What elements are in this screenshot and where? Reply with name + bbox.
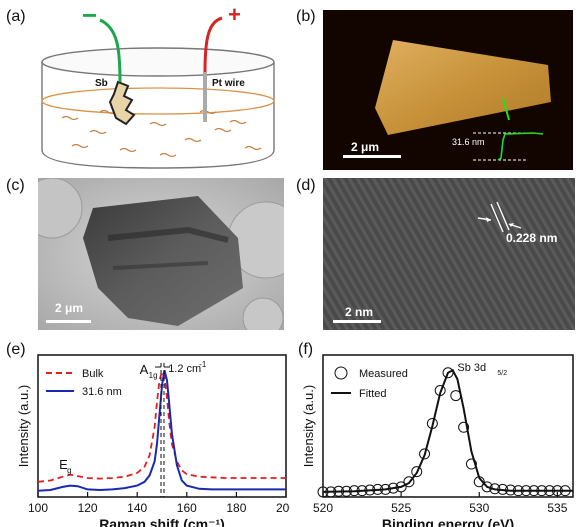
afm-flake	[375, 40, 551, 135]
a1g-sub-label: 1g	[149, 371, 158, 380]
x-tick-label-5: 200	[276, 501, 290, 515]
x-tick-label-1: 525	[391, 501, 411, 515]
eg-sub-label: g	[67, 466, 71, 475]
scalebar-d	[333, 320, 381, 323]
pt-wire	[203, 72, 207, 122]
peak-label: Sb 3d	[457, 362, 486, 374]
x-tick-label-0: 100	[28, 501, 48, 515]
data-point	[403, 476, 415, 488]
liquid-surface	[41, 87, 275, 115]
x-axis-label: Raman shift (cm⁻¹)	[99, 516, 225, 527]
minus-sign: −	[82, 0, 98, 30]
beaker	[41, 62, 275, 169]
scalebar-label-c: 2 μm	[55, 301, 84, 315]
y-axis-label: Intensity (a.u.)	[16, 385, 31, 467]
panel-d: (d) 0.228 nm 2 nm	[290, 175, 580, 335]
x-axis-label: Binding energy (eV)	[382, 516, 514, 527]
tem-image	[38, 178, 284, 330]
data-point	[419, 448, 431, 460]
data-point	[465, 458, 477, 470]
spacing-label: 0.228 nm	[506, 231, 558, 245]
plot-frame	[322, 354, 574, 498]
legend-label-1: 31.6 nm	[82, 386, 122, 398]
x-tick-label-1: 120	[78, 501, 98, 515]
electrochemical-cell-diagram	[41, 16, 275, 169]
series-line-1	[322, 368, 573, 493]
panel-label-e: (e)	[6, 341, 26, 358]
data-point	[458, 421, 470, 433]
data-point	[411, 466, 423, 478]
sb-label: Sb	[95, 78, 108, 89]
panel-e: (e) 100 120 140 160 180 200 Raman shift (cm⁻¹)…	[0, 335, 290, 527]
peak-sub-label: 5/2	[497, 370, 507, 377]
panel-a: (a) − + Sb Pt wire	[0, 0, 290, 175]
y-axis-label: Intensity (a.u.)	[301, 385, 316, 467]
plot-frame	[37, 354, 287, 498]
afm-height-profile	[497, 132, 544, 161]
scalebar-label-d: 2 nm	[345, 305, 374, 319]
panel-label-d: (d)	[296, 177, 316, 194]
lattice-marker-1	[490, 203, 504, 233]
x-tick-label-2: 530	[469, 501, 489, 515]
afm-image	[323, 10, 573, 170]
legend-label-0: Bulk	[82, 368, 104, 380]
series-line-0	[37, 368, 286, 483]
lattice-marker-2	[496, 201, 510, 231]
x-tick-label-4: 180	[226, 501, 246, 515]
legend-label-measured: Measured	[359, 368, 408, 380]
positive-wire	[203, 16, 223, 73]
negative-wire	[99, 18, 122, 83]
x-tick-label-3: 160	[177, 501, 197, 515]
shift-sup-label: -1	[199, 360, 207, 369]
panel-b: (b) 2 μm 31.6 nm	[290, 0, 580, 175]
panel-label-a: (a)	[6, 8, 26, 25]
sb-electrode	[108, 80, 136, 126]
x-tick-label-0: 520	[313, 501, 333, 515]
plus-sign: +	[228, 2, 241, 27]
beaker-rim	[41, 47, 275, 77]
a1g-label: A	[140, 362, 149, 377]
panel-label-b: (b)	[296, 8, 316, 25]
eg-label: E	[59, 457, 68, 472]
height-label: 31.6 nm	[452, 137, 485, 147]
panel-label-f: (f)	[298, 341, 314, 358]
scalebar-b	[343, 155, 401, 158]
tem-flake	[83, 196, 243, 326]
pt-wire-label: Pt wire	[212, 78, 245, 89]
legend-label-fitted: Fitted	[359, 388, 387, 400]
series-line-1	[37, 369, 286, 492]
scalebar-label-b: 2 μm	[351, 140, 380, 154]
panel-label-c: (c)	[6, 177, 25, 194]
legend-swatch-measured	[334, 366, 348, 380]
data-point	[481, 481, 493, 493]
scalebar-c	[46, 320, 91, 323]
panel-c: (c) 2 μm	[0, 175, 290, 335]
raman-chart: 100 120 140 160 180 200 Raman shift (cm⁻¹) Inte…	[16, 354, 290, 527]
shift-label: 1.2 cm	[168, 363, 201, 375]
panel-f: (f) 520 525 530 535 Binding energy (eV) Inten…	[290, 335, 580, 527]
exfoliated-flakes	[61, 109, 262, 158]
afm-profile-line	[502, 97, 510, 121]
xps-chart: 520 525 530 535 Binding energy (eV) Intensity…	[301, 354, 574, 527]
hrtem-image	[323, 178, 575, 330]
x-tick-label-3: 535	[547, 501, 567, 515]
x-tick-label-2: 140	[127, 501, 147, 515]
